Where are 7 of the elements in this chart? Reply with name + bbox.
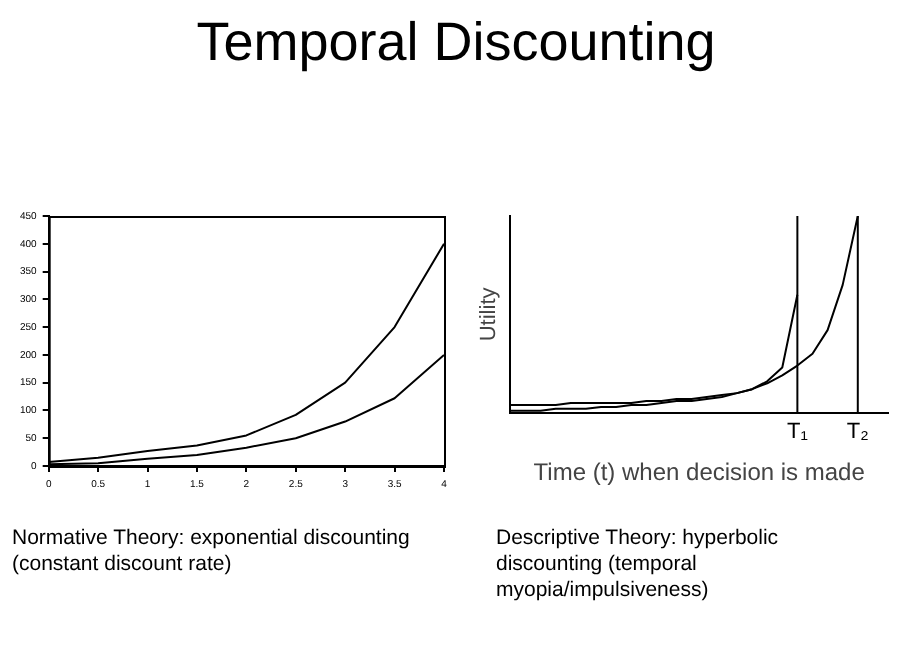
chart-title: Temporal Discounting [194,12,718,74]
y-axis-title: Utility [477,286,502,342]
text: Normative Theory: exponential discounting (constant discount rate) [12,526,412,578]
x-tick-label: T₂ [846,420,869,445]
x-axis-title: Time (t) when decision is made [533,458,866,487]
x-tick-label: T₁ [786,420,809,445]
text: Descriptive Theory: hyperbolic discounting (temporal myopia/impulsiveness) [496,526,781,604]
